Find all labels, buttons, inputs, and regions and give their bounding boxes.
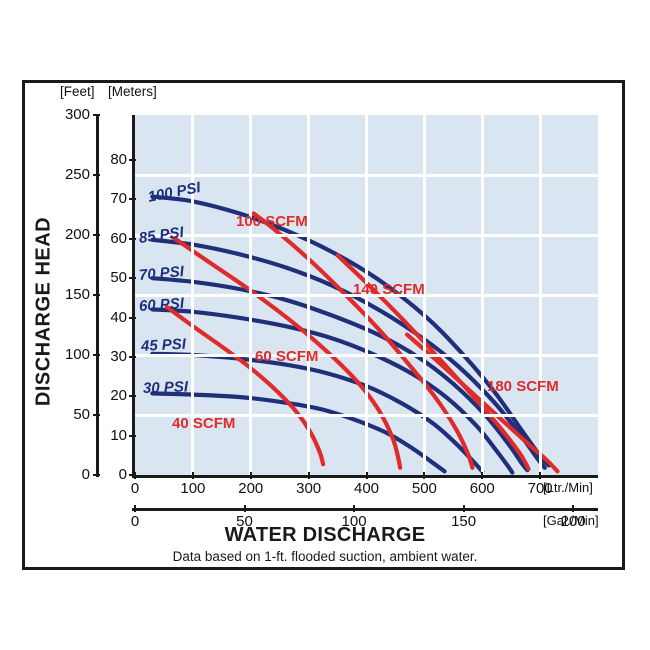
ltr-label-300: 300	[296, 480, 322, 497]
meters-tick-30	[129, 355, 136, 358]
curve-100-psi	[150, 194, 551, 468]
unit-label-feet: [Feet]	[60, 84, 95, 99]
gal-axis-line	[132, 508, 598, 511]
meters-tick-70	[129, 198, 136, 201]
feet-axis-line	[96, 115, 99, 477]
gal-tick-200	[572, 505, 575, 512]
ltr-axis-line	[132, 475, 598, 478]
curve-40-scfm	[164, 304, 326, 467]
meters-label-50: 50	[110, 269, 127, 287]
horizontal-gridline	[135, 173, 598, 177]
horizontal-gridline	[135, 293, 598, 297]
feet-label-150: 150	[64, 286, 90, 303]
feet-label-250: 250	[64, 166, 90, 183]
curve-label-45-psi: 45 PSI	[140, 335, 187, 355]
ltr-tick-0	[134, 472, 136, 479]
gal-label-150: 150	[451, 513, 477, 530]
meters-tick-10	[129, 434, 136, 437]
feet-label-50: 50	[73, 406, 90, 423]
ltr-tick-600	[481, 472, 484, 479]
meters-label-20: 20	[110, 387, 127, 405]
horizontal-gridline	[135, 233, 598, 237]
feet-tick-250	[93, 174, 100, 176]
ltr-label-500: 500	[411, 480, 437, 497]
meters-tick-0	[129, 474, 136, 476]
ltr-label-200: 200	[238, 480, 264, 497]
feet-tick-100	[93, 354, 100, 356]
feet-tick-0	[93, 474, 100, 476]
meters-axis-line	[132, 115, 135, 477]
feet-label-200: 200	[64, 226, 90, 243]
horizontal-gridline	[135, 353, 598, 357]
ltr-tick-300	[307, 472, 310, 479]
gal-tick-0	[134, 505, 136, 512]
meters-label-60: 60	[110, 229, 127, 247]
curve-100-scfm	[251, 211, 475, 470]
ltr-tick-200	[249, 472, 252, 479]
meters-tick-60	[129, 237, 136, 240]
meters-label-30: 30	[110, 347, 127, 365]
feet-tick-50	[93, 414, 100, 416]
meters-tick-80	[129, 159, 136, 162]
ltr-tick-500	[423, 472, 426, 479]
meters-tick-50	[129, 277, 136, 280]
feet-label-300: 300	[64, 106, 90, 123]
curve-label-100-scfm: 100 SCFM	[236, 213, 308, 230]
curve-label-180-scfm: 180 SCFM	[487, 378, 559, 395]
plot-area	[135, 115, 598, 475]
gal-tick-100	[353, 505, 356, 512]
ltr-label-0: 0	[130, 480, 140, 497]
gal-label-50: 50	[236, 513, 253, 530]
curve-label-60-psi: 60 PSI	[138, 294, 185, 315]
unit-tag-ltr-min: [Ltr./Min]	[543, 480, 593, 495]
feet-tick-200	[93, 234, 100, 236]
gal-tick-150	[462, 505, 465, 512]
curve-60-scfm	[167, 232, 403, 470]
ltr-label-600: 600	[469, 480, 495, 497]
meters-label-0: 0	[118, 466, 127, 483]
feet-tick-300	[93, 114, 100, 116]
ltr-label-100: 100	[180, 480, 206, 497]
figure-caption: Data based on 1-ft. flooded suction, amb…	[172, 549, 478, 564]
curve-label-30-psi: 30 PSI	[142, 378, 189, 397]
horizontal-gridline	[135, 413, 598, 417]
meters-label-80: 80	[110, 151, 127, 169]
unit-tag-gal-min: [Gal./Min]	[543, 513, 599, 528]
unit-label-meters: [Meters]	[108, 84, 157, 99]
curve-180-scfm	[404, 332, 560, 474]
gal-label-100: 100	[341, 513, 367, 530]
ltr-label-700: 700	[527, 480, 553, 497]
feet-tick-150	[93, 294, 100, 296]
x-axis-title: WATER DISCHARGE	[224, 524, 426, 546]
curve-label-140-scfm: 140 SCFM	[353, 281, 425, 298]
ltr-tick-100	[191, 472, 194, 479]
gal-label-0: 0	[130, 513, 140, 530]
meters-label-40: 40	[110, 308, 127, 326]
ltr-tick-700	[539, 472, 542, 479]
meters-label-10: 10	[110, 426, 127, 444]
curve-70-psi	[150, 276, 530, 473]
curve-label-60-scfm: 60 SCFM	[255, 348, 319, 365]
gal-tick-50	[243, 505, 246, 512]
gal-label-200: 200	[560, 513, 586, 530]
ltr-tick-400	[365, 472, 368, 479]
axis-unit-headers: [Feet] [Meters]	[60, 84, 157, 99]
meters-tick-20	[129, 395, 136, 398]
ltr-label-400: 400	[353, 480, 380, 497]
meters-label-70: 70	[110, 190, 127, 208]
curve-label-40-scfm: 40 SCFM	[172, 415, 236, 432]
meters-tick-40	[129, 316, 136, 319]
curve-60-psi	[150, 307, 515, 475]
feet-label-100: 100	[64, 346, 90, 363]
feet-label-0: 0	[81, 466, 90, 483]
